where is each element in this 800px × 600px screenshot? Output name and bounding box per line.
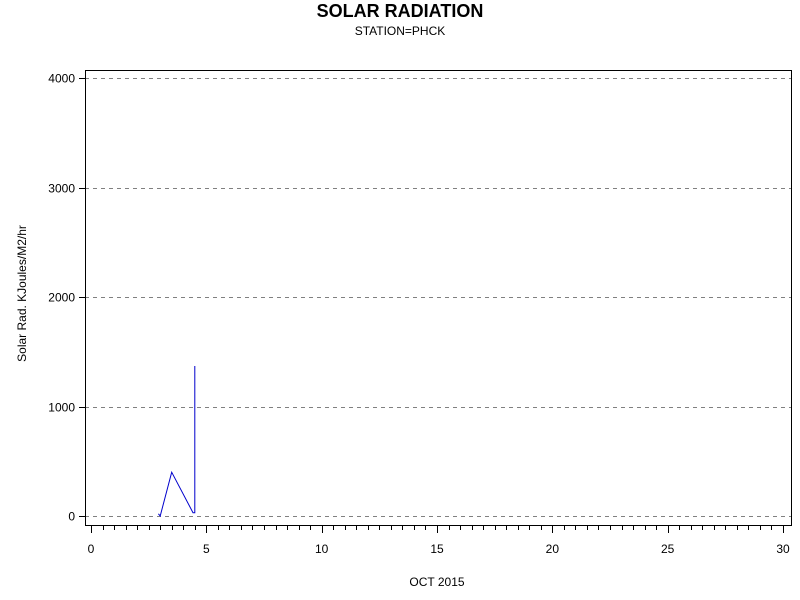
chart-subtitle: STATION=PHCK: [354, 24, 446, 38]
y-tick-label: 4000: [48, 72, 75, 86]
y-axis: 0 1000 2000 3000 4000: [48, 72, 85, 524]
grid-lines: [85, 78, 791, 517]
series-line: [158, 366, 196, 518]
y-axis-label: Solar Rad. KJoules/M2/hr: [15, 225, 29, 362]
x-tick-label: 25: [661, 542, 675, 556]
y-tick-label: 1000: [48, 401, 75, 415]
x-tick-label: 0: [88, 542, 95, 556]
x-axis-label: OCT 2015: [409, 575, 464, 589]
x-tick-label: 5: [203, 542, 210, 556]
chart-title: SOLAR RADIATION: [316, 1, 484, 21]
x-axis: 0 5 10 15 20 25 30: [88, 525, 790, 556]
x-tick-label: 10: [315, 542, 329, 556]
x-tick-label: 20: [546, 542, 560, 556]
x-tick-label: 30: [776, 542, 790, 556]
plot-frame: [85, 70, 792, 526]
y-tick-label: 0: [68, 510, 75, 524]
series-layer: [158, 366, 196, 518]
x-tick-label: 15: [430, 542, 444, 556]
y-tick-label: 3000: [48, 182, 75, 196]
y-tick-label: 2000: [48, 291, 75, 305]
